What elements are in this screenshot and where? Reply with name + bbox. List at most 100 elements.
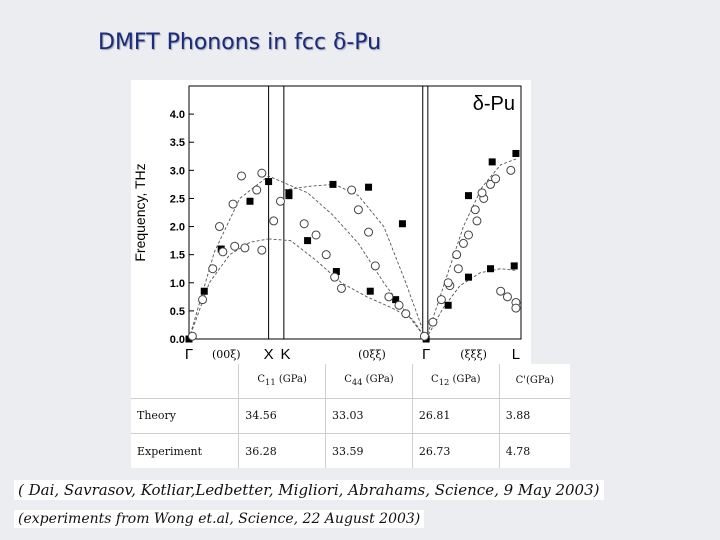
fit-curve	[283, 183, 427, 340]
direction-label: (0ξξ)	[358, 348, 386, 361]
experiment-point	[394, 300, 404, 310]
experiment-point	[208, 264, 218, 274]
experiment-series	[187, 165, 521, 341]
experiment-point	[496, 286, 506, 296]
experiment-point	[428, 317, 438, 327]
table-header-c11: C11 (GPa)	[238, 364, 326, 399]
experiment-point	[384, 292, 394, 302]
theory-point	[329, 180, 337, 188]
table-row: Experiment 36.28 33.59 26.73 4.78	[131, 433, 570, 468]
experiment-point	[511, 303, 521, 313]
experiment-point	[237, 171, 247, 181]
theory-point	[332, 268, 340, 276]
experiment-point	[228, 199, 238, 209]
experiment-point	[452, 250, 462, 260]
y-tick-label: 3.0	[170, 165, 185, 177]
row-label: Theory	[131, 397, 239, 434]
experiment-point	[506, 165, 516, 175]
y-tick-label: 1.5	[170, 250, 185, 262]
slide-title-suffix: -Pu	[346, 30, 382, 55]
y-tick-label: 0.5	[170, 306, 185, 318]
experiment-point	[299, 219, 309, 229]
experiment-point	[257, 168, 267, 178]
theory-point	[398, 220, 406, 228]
table-row: Theory 34.56 33.03 26.81 3.88	[131, 397, 570, 434]
theory-point	[488, 158, 496, 166]
theory-point	[285, 192, 293, 200]
slide-title-prefix: DMFT Phonons in fcc	[98, 30, 334, 55]
experiment-point	[453, 264, 463, 274]
theory-point	[366, 287, 374, 295]
y-tick-label: 2.0	[170, 222, 185, 234]
citation-line: ( Dai, Savrasov, Kotliar,Ledbetter, Migl…	[14, 480, 604, 500]
experiment-point	[347, 185, 357, 195]
experiment-point	[443, 278, 453, 288]
table-cell: 33.03	[325, 397, 413, 434]
table-cell: 4.78	[498, 433, 570, 468]
y-tick-label: 1.0	[170, 278, 185, 290]
experiment-point	[240, 243, 250, 253]
table-header-c44: C44 (GPa)	[325, 364, 413, 399]
table-cell: 36.28	[238, 433, 326, 468]
theory-point	[392, 296, 400, 304]
experiment-point	[486, 179, 496, 189]
symmetry-point-label: K	[281, 346, 291, 363]
experiment-citation-line: (experiments from Wong et.al, Science, 2…	[14, 510, 425, 528]
experiment-point	[252, 185, 262, 195]
experiment-point	[187, 331, 197, 341]
experiment-point	[230, 241, 240, 251]
table-header-cprime: C'(GPa)	[498, 364, 570, 399]
slide-title-delta: δ	[333, 30, 347, 55]
experiment-point	[477, 188, 487, 198]
experiment-point	[214, 222, 224, 232]
experiment-point	[257, 245, 267, 255]
table-cell: 33.59	[325, 433, 413, 468]
symmetry-point-label: L	[512, 346, 520, 363]
experiment-point	[472, 216, 482, 226]
experiment-point	[401, 309, 411, 319]
y-tick-label: 3.5	[170, 137, 185, 149]
theory-point	[487, 265, 495, 273]
table-corner	[131, 364, 239, 398]
table-header-c12: C12 (GPa)	[411, 364, 500, 399]
elastic-constants-table: C11 (GPa) C44 (GPa) C12 (GPa) C'(GPa) Th…	[131, 364, 570, 468]
theory-point	[510, 262, 518, 270]
y-tick-label: 0.0	[170, 334, 185, 346]
experiment-point	[269, 216, 279, 226]
theory-point	[365, 183, 373, 191]
y-tick-label: 4.0	[170, 109, 185, 121]
experiment-point	[458, 238, 468, 248]
chart-title: δ-Pu	[473, 93, 515, 115]
direction-label: (ξξξ)	[460, 348, 487, 361]
table-cell: 3.88	[498, 397, 570, 434]
experiment-point	[275, 196, 285, 206]
theory-point	[464, 192, 472, 200]
experiment-point	[330, 272, 340, 282]
table-header-row: C11 (GPa) C44 (GPa) C12 (GPa) C'(GPa)	[131, 364, 570, 399]
experiment-point	[502, 292, 512, 302]
theory-point	[444, 301, 452, 309]
experiment-point	[321, 250, 331, 260]
experiment-point	[370, 261, 380, 271]
fit-curve	[268, 238, 427, 340]
theory-point	[464, 273, 472, 281]
chart-background	[131, 80, 531, 364]
label-layer: Γ X K Γ L (00ξ) (0ξξ) (ξξξ) δ-Pu	[185, 93, 520, 363]
theory-point	[304, 237, 312, 245]
slide-title: DMFT Phonons in fcc δ-Pu	[98, 30, 381, 55]
theory-point	[512, 149, 520, 157]
theory-point	[200, 287, 208, 295]
axes-layer: 0.0 0.5 1.0 1.5 2.0 2.5 3.0 3.5 4.0 Frequency, TH…	[132, 85, 522, 346]
experiment-point	[218, 247, 228, 257]
y-tick-label: 2.5	[170, 193, 185, 205]
symmetry-point-label: Γ	[422, 346, 430, 363]
table-cell: 26.73	[411, 433, 500, 468]
theory-point	[246, 197, 254, 205]
symmetry-point-label: X	[264, 346, 274, 363]
experiment-point	[198, 295, 208, 305]
symmetry-point-label: Γ	[185, 346, 193, 363]
table-cell: 26.81	[411, 397, 500, 434]
theory-point	[265, 178, 273, 186]
experiment-point	[419, 331, 429, 341]
table-cell: 34.56	[238, 397, 326, 434]
